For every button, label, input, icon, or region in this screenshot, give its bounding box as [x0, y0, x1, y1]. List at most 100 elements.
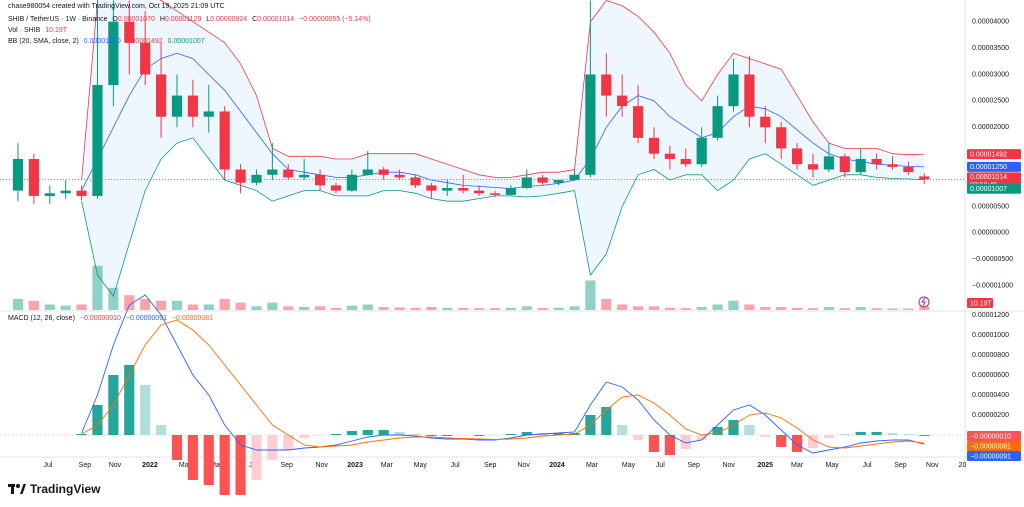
bb-fill — [81, 0, 925, 297]
x-tick-label: Mar — [179, 462, 192, 469]
candle-body — [505, 188, 516, 195]
candle-body — [919, 176, 930, 180]
macd-histogram-bar — [267, 435, 278, 460]
volume-bar — [330, 307, 342, 310]
x-tick-label: Mar — [586, 462, 599, 469]
y-tick-label: 0.00002500 — [972, 98, 1009, 105]
volume-bar — [473, 308, 485, 310]
volume-bar — [76, 304, 87, 310]
candle-body — [712, 106, 723, 138]
candle-body — [44, 193, 55, 196]
macd-histogram-bar — [299, 435, 310, 438]
volume-bar — [140, 298, 151, 310]
x-tick-label: Mar — [791, 462, 804, 469]
candle-body — [648, 137, 660, 154]
candle-body — [267, 169, 278, 175]
macd-histogram-bar — [140, 385, 151, 435]
logo-part — [11, 484, 14, 494]
volume-bar — [839, 308, 850, 310]
candle-body — [489, 193, 501, 195]
macd-badge-label: −0.00000081 — [970, 443, 1011, 450]
price-badge — [967, 149, 1021, 160]
candle-body — [171, 95, 183, 117]
x-tick-label: Nov — [109, 462, 122, 469]
candle-body — [473, 190, 485, 194]
macd-histogram-bar — [346, 431, 357, 435]
candle-body — [617, 95, 628, 107]
x-tick-label: May — [825, 462, 839, 469]
volume-bar — [283, 306, 294, 310]
candle-body — [569, 174, 580, 181]
macd-histogram-bar — [155, 425, 167, 435]
volume-bar — [569, 306, 580, 310]
macd-histogram-bar — [855, 432, 866, 435]
candle-body — [394, 174, 405, 178]
y-tick-label: 0.00000200 — [972, 412, 1009, 419]
volume-bar — [553, 307, 564, 310]
macd-histogram-bar — [314, 435, 326, 436]
x-tick-label: Nov — [926, 462, 939, 469]
macd-histogram-bar — [219, 435, 230, 495]
y-tick-label: −0.00000500 — [972, 256, 1013, 263]
volume-bar — [807, 308, 819, 310]
candle-body — [76, 190, 87, 196]
macd-histogram-bar — [712, 427, 723, 435]
macd-histogram-bar — [632, 435, 644, 440]
candle-body — [458, 188, 469, 191]
y-tick-label: 0.00004000 — [972, 18, 1009, 25]
volume-bar — [489, 308, 501, 310]
candle-body — [585, 74, 596, 175]
macd-histogram-bar — [760, 435, 771, 437]
logo-part — [16, 484, 20, 488]
legend-value: 0.00001129 — [164, 16, 202, 23]
price-badge — [967, 161, 1021, 172]
macd-histogram-bar — [696, 435, 707, 440]
volume-bar — [171, 300, 183, 310]
macd-histogram-bar — [473, 435, 485, 436]
volume-bar — [346, 305, 357, 310]
candle-body — [235, 169, 246, 183]
macd-badge-label: −0.00000091 — [970, 453, 1011, 460]
candle-body — [251, 174, 262, 183]
volume-bar — [155, 300, 167, 310]
macd-histogram-bar — [394, 432, 405, 435]
y-tick-label: 0.00000500 — [972, 203, 1009, 210]
candle-body — [744, 74, 755, 117]
macd-histogram-bar — [680, 435, 691, 449]
volume-title[interactable]: Vol · SHIB — [8, 27, 41, 34]
macd-histogram-bar — [807, 435, 819, 448]
candle-body — [553, 180, 564, 183]
macd-histogram-bar — [505, 434, 516, 435]
volume-bar — [44, 304, 55, 310]
macd-histogram-bar — [458, 435, 469, 436]
macd-histogram-bar — [792, 435, 803, 452]
macd-histogram-bar — [362, 430, 373, 435]
volume-bar — [871, 308, 882, 310]
macd-histogram-bar — [839, 434, 850, 435]
macd-histogram-bar — [426, 435, 437, 436]
candle-body — [299, 174, 310, 178]
candle-body — [632, 106, 644, 138]
candle-body — [442, 188, 453, 191]
bb-title[interactable]: BB (20, SMA, close, 2) — [8, 38, 79, 45]
volume-bar — [648, 306, 660, 310]
volume-bar — [792, 307, 803, 310]
macd-histogram-bar — [871, 432, 882, 435]
macd-histogram-bar — [521, 432, 532, 435]
footer-brand[interactable]: TradingView — [8, 482, 100, 496]
volume-bar — [855, 307, 866, 310]
volume-bar — [124, 295, 135, 310]
event-icon-glyph — [921, 297, 926, 307]
candle-body — [855, 158, 866, 173]
symbol[interactable]: SHIB / TetherUS · 1W · Binance — [8, 16, 108, 23]
volume-bar — [728, 300, 739, 310]
candle-body — [12, 158, 24, 191]
candle-body — [378, 169, 389, 175]
x-tick-label: Nov — [315, 462, 328, 469]
macd-title[interactable]: MACD (12, 26, close) — [8, 315, 75, 322]
candle-body — [521, 177, 532, 189]
macd-hist-value: −0.00000010 — [79, 315, 121, 322]
macd-histogram-bar — [92, 405, 103, 435]
candle-body — [203, 111, 214, 117]
candle-body — [823, 156, 834, 170]
